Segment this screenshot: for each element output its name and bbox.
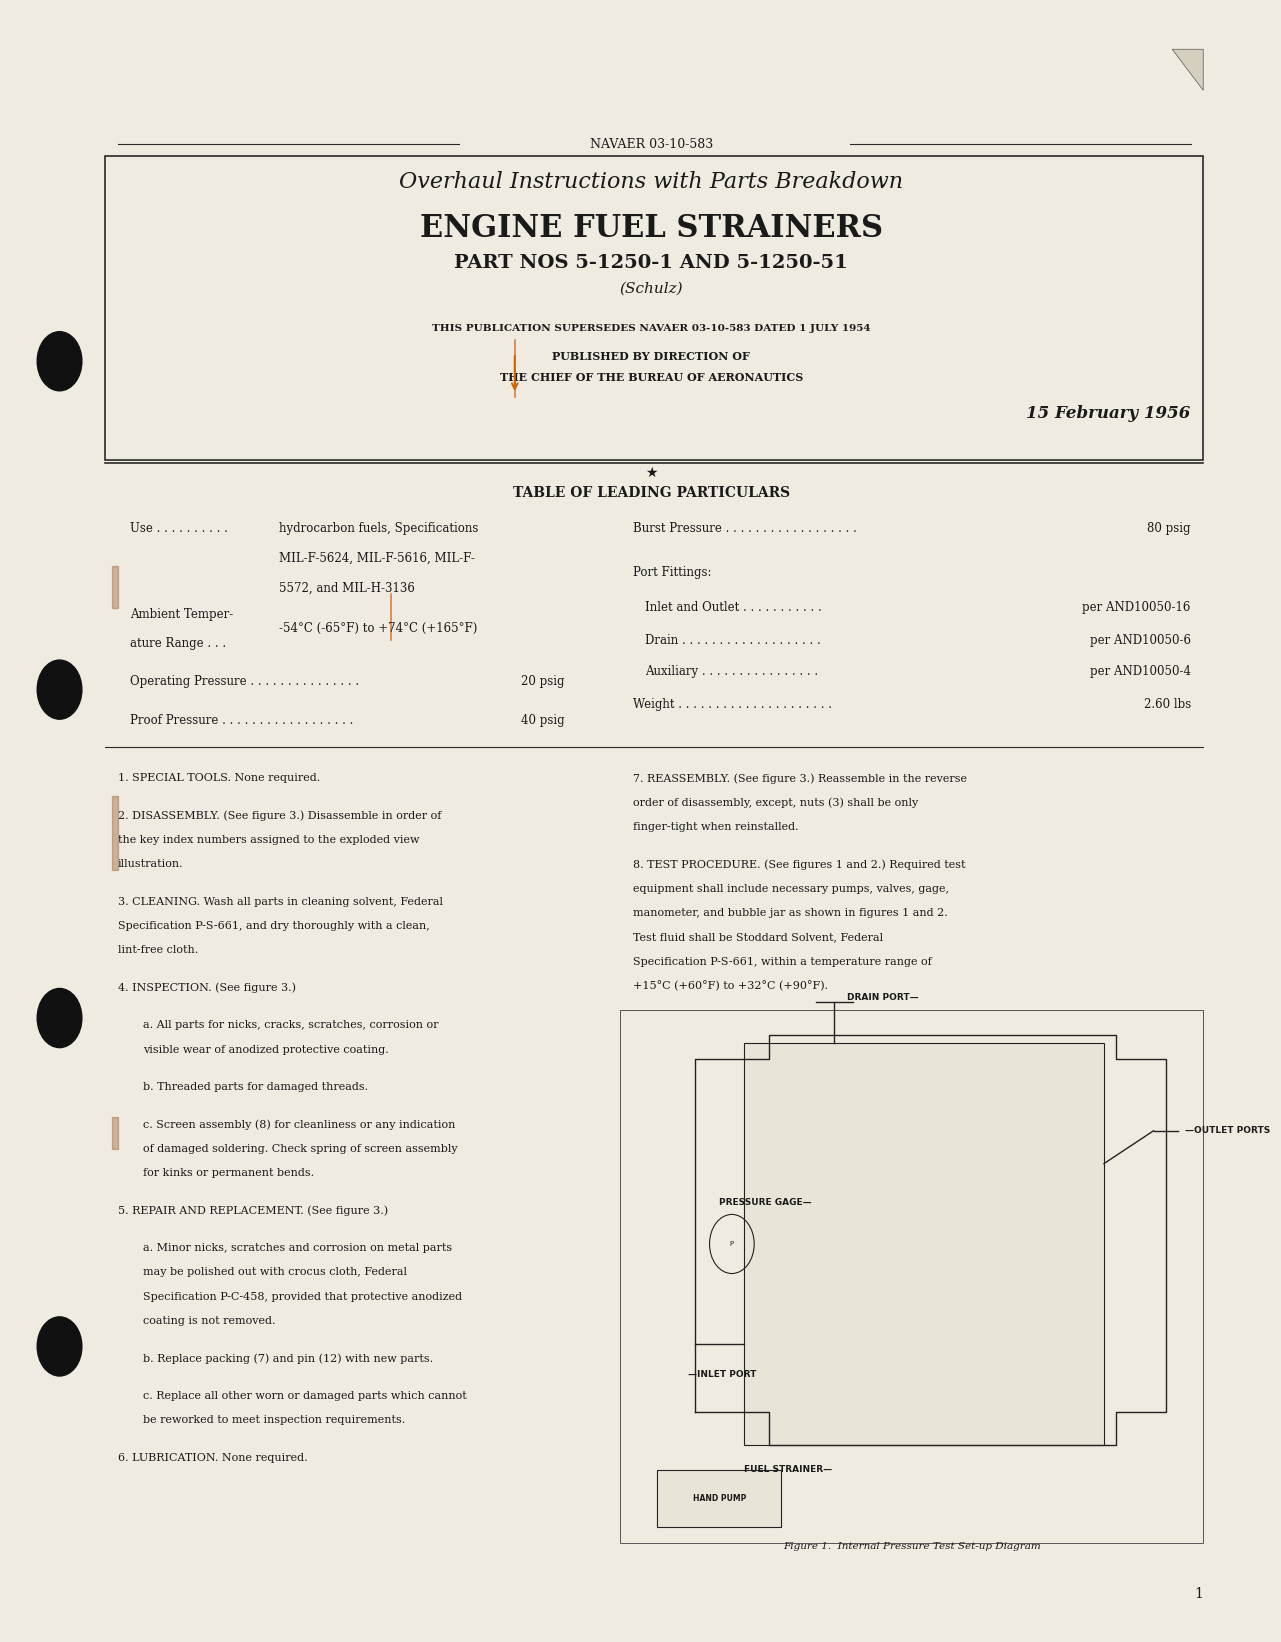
- Text: —INLET PORT: —INLET PORT: [688, 1369, 757, 1379]
- Text: FUEL STRAINER—: FUEL STRAINER—: [744, 1465, 833, 1475]
- Text: may be polished out with crocus cloth, Federal: may be polished out with crocus cloth, F…: [142, 1268, 406, 1277]
- Text: of damaged soldering. Check spring of screen assembly: of damaged soldering. Check spring of sc…: [142, 1144, 457, 1154]
- Circle shape: [37, 1317, 82, 1376]
- Text: 80 psig: 80 psig: [1148, 522, 1191, 535]
- Text: Specification P-S-661, within a temperature range of: Specification P-S-661, within a temperat…: [633, 957, 931, 967]
- Text: THIS PUBLICATION SUPERSEDES NAVAER 03-10-583 DATED 1 JULY 1954: THIS PUBLICATION SUPERSEDES NAVAER 03-10…: [432, 323, 871, 333]
- Text: -54°C (-65°F) to +74°C (+165°F): -54°C (-65°F) to +74°C (+165°F): [279, 622, 478, 635]
- Text: DRAIN PORT—: DRAIN PORT—: [847, 992, 918, 1002]
- Text: the key index numbers assigned to the exploded view: the key index numbers assigned to the ex…: [118, 836, 419, 846]
- Text: PRESSURE GAGE—: PRESSURE GAGE—: [720, 1199, 812, 1207]
- Bar: [111, 566, 118, 608]
- Text: 7. REASSEMBLY. (See figure 3.) Reassemble in the reverse: 7. REASSEMBLY. (See figure 3.) Reassembl…: [633, 773, 967, 783]
- Text: Burst Pressure . . . . . . . . . . . . . . . . . .: Burst Pressure . . . . . . . . . . . . .…: [633, 522, 857, 535]
- Text: 5572, and MIL-H-3136: 5572, and MIL-H-3136: [279, 581, 415, 594]
- Circle shape: [37, 332, 82, 391]
- Text: 8. TEST PROCEDURE. (See figures 1 and 2.) Required test: 8. TEST PROCEDURE. (See figures 1 and 2.…: [633, 859, 965, 870]
- Text: ENGINE FUEL STRAINERS: ENGINE FUEL STRAINERS: [420, 213, 883, 243]
- Text: lint-free cloth.: lint-free cloth.: [118, 946, 199, 956]
- Bar: [105, 156, 1203, 460]
- Text: MIL-F-5624, MIL-F-5616, MIL-F-: MIL-F-5624, MIL-F-5616, MIL-F-: [279, 552, 475, 565]
- Text: 4. INSPECTION. (See figure 3.): 4. INSPECTION. (See figure 3.): [118, 984, 296, 993]
- Text: 6. LUBRICATION. None required.: 6. LUBRICATION. None required.: [118, 1453, 307, 1463]
- Text: be reworked to meet inspection requirements.: be reworked to meet inspection requireme…: [142, 1415, 405, 1425]
- Text: PART NOS 5-1250-1 AND 5-1250-51: PART NOS 5-1250-1 AND 5-1250-51: [455, 255, 848, 271]
- Text: (Schulz): (Schulz): [620, 282, 683, 296]
- Text: equipment shall include necessary pumps, valves, gage,: equipment shall include necessary pumps,…: [633, 883, 949, 893]
- Text: coating is not removed.: coating is not removed.: [142, 1315, 275, 1325]
- Text: Specification P-C-458, provided that protective anodized: Specification P-C-458, provided that pro…: [142, 1292, 461, 1302]
- Text: Ambient Temper-: Ambient Temper-: [131, 608, 233, 621]
- Text: b. Replace packing (7) and pin (12) with new parts.: b. Replace packing (7) and pin (12) with…: [142, 1353, 433, 1365]
- Text: ★: ★: [644, 466, 657, 479]
- Text: 2.60 lbs: 2.60 lbs: [1144, 698, 1191, 711]
- Text: manometer, and bubble jar as shown in figures 1 and 2.: manometer, and bubble jar as shown in fi…: [633, 908, 948, 918]
- Text: per AND10050-16: per AND10050-16: [1082, 601, 1191, 614]
- Text: for kinks or permanent bends.: for kinks or permanent bends.: [142, 1167, 314, 1177]
- Text: Auxiliary . . . . . . . . . . . . . . . .: Auxiliary . . . . . . . . . . . . . . . …: [646, 665, 819, 678]
- Text: Figure 1.  Internal Pressure Test Set-up Diagram: Figure 1. Internal Pressure Test Set-up …: [783, 1542, 1040, 1552]
- Text: hydrocarbon fuels, Specifications: hydrocarbon fuels, Specifications: [279, 522, 479, 535]
- Text: 5. REPAIR AND REPLACEMENT. (See figure 3.): 5. REPAIR AND REPLACEMENT. (See figure 3…: [118, 1205, 388, 1217]
- Text: Drain . . . . . . . . . . . . . . . . . . .: Drain . . . . . . . . . . . . . . . . . …: [646, 634, 821, 647]
- Text: Use . . . . . . . . . .: Use . . . . . . . . . .: [131, 522, 228, 535]
- Bar: [657, 1470, 781, 1527]
- Text: 15 February 1956: 15 February 1956: [1026, 406, 1191, 422]
- Text: c. Screen assembly (8) for cleanliness or any indication: c. Screen assembly (8) for cleanliness o…: [142, 1120, 455, 1130]
- Text: order of disassembly, except, nuts (3) shall be only: order of disassembly, except, nuts (3) s…: [633, 798, 918, 808]
- Circle shape: [37, 660, 82, 719]
- Text: P: P: [730, 1241, 734, 1246]
- Text: Weight . . . . . . . . . . . . . . . . . . . . .: Weight . . . . . . . . . . . . . . . . .…: [633, 698, 831, 711]
- Text: ature Range . . .: ature Range . . .: [131, 637, 227, 650]
- Text: visible wear of anodized protective coating.: visible wear of anodized protective coat…: [142, 1044, 388, 1054]
- Text: Specification P-S-661, and dry thoroughly with a clean,: Specification P-S-661, and dry thoroughl…: [118, 921, 429, 931]
- Text: 2. DISASSEMBLY. (See figure 3.) Disassemble in order of: 2. DISASSEMBLY. (See figure 3.) Disassem…: [118, 811, 441, 821]
- Polygon shape: [1172, 49, 1203, 90]
- Text: +15°C (+60°F) to +32°C (+90°F).: +15°C (+60°F) to +32°C (+90°F).: [633, 980, 828, 992]
- Text: 3. CLEANING. Wash all parts in cleaning solvent, Federal: 3. CLEANING. Wash all parts in cleaning …: [118, 897, 443, 906]
- Text: Test fluid shall be Stoddard Solvent, Federal: Test fluid shall be Stoddard Solvent, Fe…: [633, 933, 883, 943]
- Text: Overhaul Instructions with Parts Breakdown: Overhaul Instructions with Parts Breakdo…: [400, 171, 903, 194]
- Bar: [111, 1117, 118, 1149]
- Text: Port Fittings:: Port Fittings:: [633, 566, 711, 580]
- Text: HAND PUMP: HAND PUMP: [693, 1494, 746, 1502]
- Text: TABLE OF LEADING PARTICULARS: TABLE OF LEADING PARTICULARS: [512, 486, 790, 499]
- Text: 1: 1: [1194, 1586, 1203, 1601]
- Text: Proof Pressure . . . . . . . . . . . . . . . . . .: Proof Pressure . . . . . . . . . . . . .…: [131, 714, 354, 727]
- Text: Inlet and Outlet . . . . . . . . . . .: Inlet and Outlet . . . . . . . . . . .: [646, 601, 822, 614]
- Text: c. Replace all other worn or damaged parts which cannot: c. Replace all other worn or damaged par…: [142, 1391, 466, 1401]
- Text: 40 psig: 40 psig: [521, 714, 565, 727]
- Text: a. All parts for nicks, cracks, scratches, corrosion or: a. All parts for nicks, cracks, scratche…: [142, 1020, 438, 1030]
- Text: Operating Pressure . . . . . . . . . . . . . . .: Operating Pressure . . . . . . . . . . .…: [131, 675, 360, 688]
- Text: b. Threaded parts for damaged threads.: b. Threaded parts for damaged threads.: [142, 1082, 368, 1092]
- Text: 20 psig: 20 psig: [521, 675, 565, 688]
- Text: PUBLISHED BY DIRECTION OF: PUBLISHED BY DIRECTION OF: [552, 351, 751, 361]
- Text: per AND10050-6: per AND10050-6: [1090, 634, 1191, 647]
- Bar: [620, 1010, 1203, 1543]
- Text: per AND10050-4: per AND10050-4: [1090, 665, 1191, 678]
- Bar: [744, 1043, 1104, 1445]
- Text: NAVAER 03-10-583: NAVAER 03-10-583: [589, 138, 712, 151]
- Text: —OUTLET PORTS: —OUTLET PORTS: [1185, 1126, 1269, 1135]
- Text: a. Minor nicks, scratches and corrosion on metal parts: a. Minor nicks, scratches and corrosion …: [142, 1243, 452, 1253]
- Text: THE CHIEF OF THE BUREAU OF AERONAUTICS: THE CHIEF OF THE BUREAU OF AERONAUTICS: [500, 373, 803, 383]
- Text: illustration.: illustration.: [118, 859, 183, 869]
- Bar: [111, 796, 118, 870]
- Text: finger-tight when reinstalled.: finger-tight when reinstalled.: [633, 823, 798, 832]
- Text: 1. SPECIAL TOOLS. None required.: 1. SPECIAL TOOLS. None required.: [118, 773, 320, 783]
- Circle shape: [37, 988, 82, 1048]
